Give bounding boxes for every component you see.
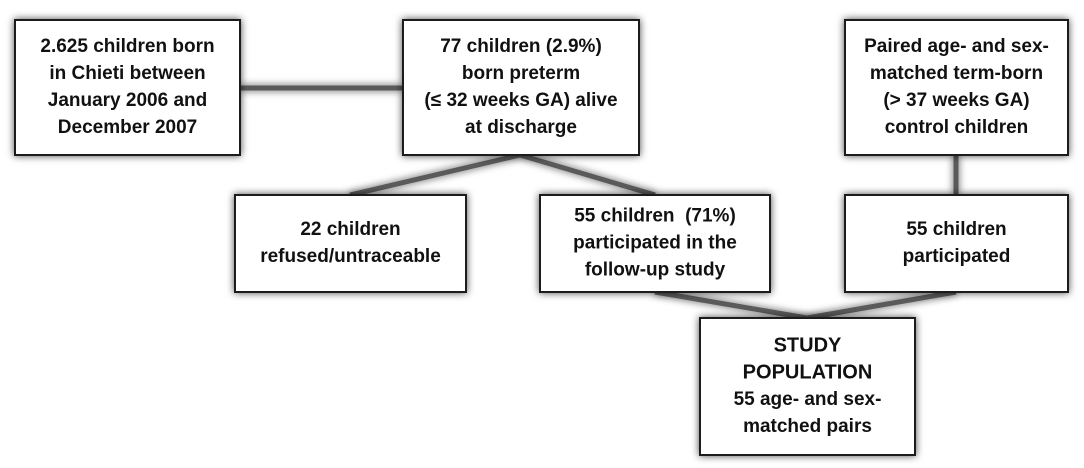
box-text: matched pairs (743, 416, 872, 437)
box-heading: POPULATION (743, 361, 873, 383)
box (844, 19, 1069, 156)
box-text: in Chieti between (49, 63, 205, 84)
box (539, 194, 771, 293)
box-text: matched term-born (870, 63, 1043, 84)
box (699, 317, 916, 456)
box-heading: STUDY (774, 334, 842, 356)
box-text: 55 age- and sex- (734, 389, 882, 410)
box-text: refused/untraceable (260, 246, 441, 267)
connector (349, 152, 521, 198)
box (234, 194, 467, 293)
box-text: at discharge (465, 117, 577, 138)
connector (654, 289, 808, 321)
box-text: 77 children (2.9%) (440, 36, 602, 57)
box (844, 194, 1069, 293)
box-text: 55 children (71%) (574, 206, 736, 227)
box-text: participated in the (573, 233, 737, 254)
box-text: 55 children (906, 219, 1006, 240)
box (402, 19, 640, 156)
boxes: 2.625 children born in Chieti between Janu… (14, 19, 1069, 456)
box-text: 22 children (300, 219, 400, 240)
box-text: 2.625 children born (40, 36, 214, 57)
connector (519, 152, 656, 198)
box-text: follow-up study (585, 260, 726, 281)
box-text: December 2007 (58, 117, 197, 138)
box-text: participated (903, 246, 1011, 267)
box-text: (≤ 32 weeks GA) alive (424, 90, 617, 111)
box-text: Paired age- and sex- (864, 36, 1049, 57)
box (14, 19, 241, 156)
box-text: (> 37 weeks GA) (883, 90, 1029, 111)
box-text: January 2006 and (48, 90, 207, 111)
connector (806, 289, 957, 321)
box-text: control children (885, 117, 1029, 138)
box-text: born preterm (462, 63, 580, 84)
connectors (240, 85, 959, 321)
